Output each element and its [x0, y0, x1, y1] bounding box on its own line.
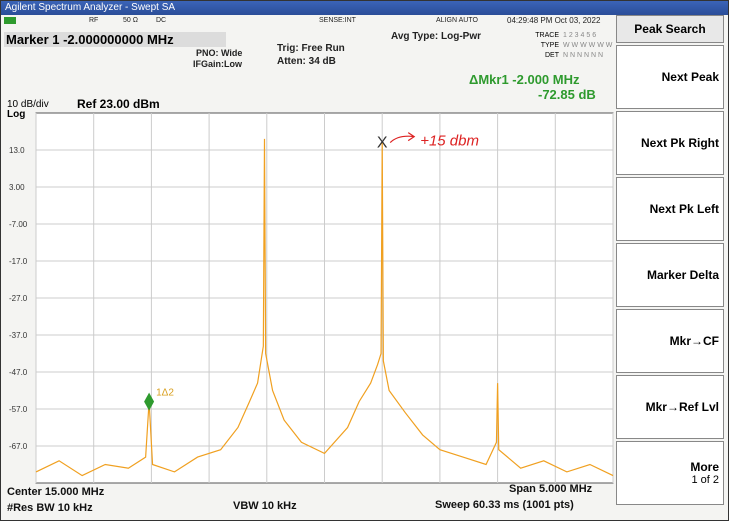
y-tick-label: -47.0	[9, 368, 28, 377]
datetime: 04:29:48 PM Oct 03, 2022	[507, 16, 601, 25]
menu-label: 1 of 2	[691, 474, 719, 486]
status-led	[4, 17, 16, 24]
menu-label: Mkr→Ref Lvl	[645, 400, 719, 414]
delta-marker-label: 1Δ2	[156, 388, 174, 399]
res-bw: #Res BW 10 kHz	[7, 502, 93, 514]
menu-button[interactable]: Next Peak	[616, 45, 724, 109]
delta-marker	[144, 392, 155, 411]
menu-button[interactable]: Next Pk Right	[616, 111, 724, 175]
log: Log	[7, 109, 26, 120]
menu-label: Mkr→CF	[669, 334, 719, 348]
ref-level: Ref 23.00 dBm	[77, 97, 160, 111]
vbw: VBW 10 kHz	[233, 500, 297, 512]
annotation: +15 dbm	[420, 133, 479, 150]
label: TYPE	[540, 42, 559, 49]
menu-more[interactable]: More 1 of 2	[616, 441, 724, 505]
y-tick-label: -57.0	[9, 405, 28, 414]
center: Center 15.000 MHz	[7, 486, 105, 498]
rf: RF	[89, 17, 99, 24]
avg-type: Avg Type: Log-Pwr	[391, 31, 481, 42]
menu-label: Next Peak	[661, 70, 719, 84]
impedance: 50 Ω	[123, 17, 138, 24]
menu-button[interactable]: Mkr→CF	[616, 309, 724, 373]
menu-label: Next Pk Left	[649, 202, 719, 216]
trace-labels: TRACE TYPE DET	[531, 31, 559, 61]
plot: 13.0 3.00 -7.00 -17.0 -27.0 -37.0 -47.0 -57.0 -6…	[9, 112, 614, 484]
marker-readout: Marker 1 -2.000000000 MHz	[4, 32, 226, 47]
menu-label: Marker Delta	[646, 268, 719, 282]
y-tick-label: 3.00	[9, 183, 25, 192]
delta-level: -72.85 dB	[538, 87, 596, 102]
atten: Atten: 34 dB	[277, 56, 336, 67]
marker-label: X	[377, 135, 388, 152]
scale: 10 dB/div	[7, 99, 49, 110]
align: ALIGN AUTO	[436, 17, 478, 24]
y-tick-label: -7.00	[9, 220, 28, 229]
y-tick-label: -37.0	[9, 331, 28, 340]
menu-button[interactable]: Marker Delta	[616, 243, 724, 307]
window-title: Agilent Spectrum Analyzer - Swept SA	[1, 1, 728, 15]
value: 1 2 3 4 5 6	[563, 32, 597, 39]
y-tick-label: -67.0	[9, 442, 28, 451]
value: W W W W W W	[563, 42, 613, 49]
ifgain: IFGain:Low	[193, 59, 242, 69]
delta-freq: ΔMkr1 -2.000 MHz	[469, 72, 580, 87]
menu-label: Next Pk Right	[640, 136, 719, 150]
pno: PNO: Wide	[196, 48, 243, 58]
sense: SENSE:INT	[319, 17, 356, 24]
label: TRACE	[535, 32, 559, 39]
coupling: DC	[156, 17, 167, 24]
y-tick-label: -17.0	[9, 257, 28, 266]
menu-button[interactable]: Mkr→Ref Lvl	[616, 375, 724, 439]
trace	[35, 138, 614, 477]
y-tick-label: 13.0	[9, 146, 25, 155]
menu-label: More	[690, 460, 719, 474]
trace-values: 1 2 3 4 5 6 W W W W W W N N N N N N	[563, 31, 612, 61]
label: DET	[545, 52, 559, 59]
span: Span 5.000 MHz	[509, 483, 593, 495]
menu-button[interactable]: Next Pk Left	[616, 177, 724, 241]
value: N N N N N N	[563, 52, 604, 59]
annotation-arrow	[389, 132, 416, 144]
trig: Trig: Free Run	[277, 43, 345, 54]
menu-title: Peak Search	[616, 15, 724, 43]
y-tick-label: -27.0	[9, 294, 28, 303]
sweep: Sweep 60.33 ms (1001 pts)	[435, 499, 574, 511]
